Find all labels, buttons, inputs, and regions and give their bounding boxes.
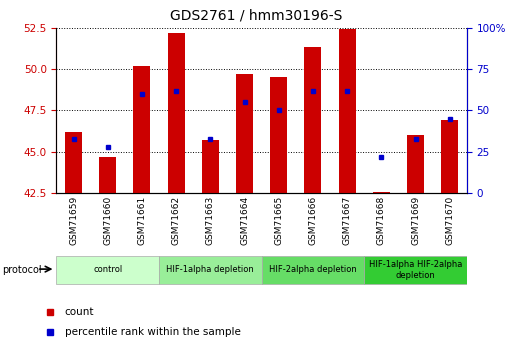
Bar [270,77,287,193]
Bar [133,66,150,193]
Bar [202,140,219,193]
Text: GDS2761 / hmm30196-S: GDS2761 / hmm30196-S [170,9,343,23]
Bar [441,120,458,193]
Text: protocol: protocol [3,265,42,275]
Text: HIF-1alpha HIF-2alpha
depletion: HIF-1alpha HIF-2alpha depletion [369,260,462,280]
Bar [407,135,424,193]
Bar [304,48,322,193]
Bar [56,256,159,284]
Bar [262,256,364,284]
Bar [339,29,356,193]
Text: percentile rank within the sample: percentile rank within the sample [65,327,241,337]
Text: HIF-1alpha depletion: HIF-1alpha depletion [166,265,254,275]
Bar [159,256,262,284]
Bar [168,32,185,193]
Bar [65,132,82,193]
Text: control: control [93,265,123,275]
Text: HIF-2alpha depletion: HIF-2alpha depletion [269,265,357,275]
Bar [373,191,390,193]
Bar [99,157,116,193]
Bar [236,74,253,193]
Bar [364,256,467,284]
Text: count: count [65,307,94,317]
